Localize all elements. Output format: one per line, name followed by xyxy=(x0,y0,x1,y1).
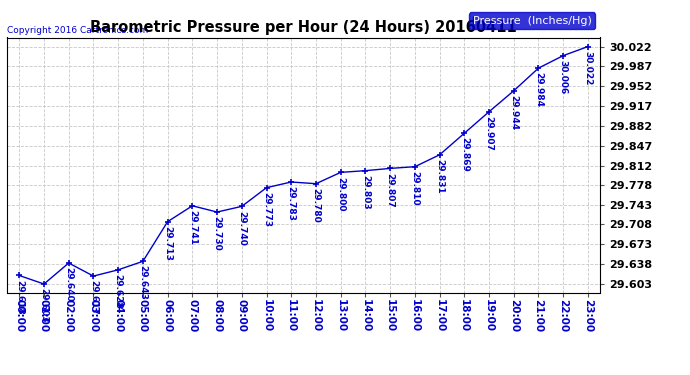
Title: Barometric Pressure per Hour (24 Hours) 20160411: Barometric Pressure per Hour (24 Hours) … xyxy=(90,20,517,35)
Text: 29.800: 29.800 xyxy=(336,177,345,211)
Text: 30.006: 30.006 xyxy=(559,60,568,94)
Text: 29.741: 29.741 xyxy=(188,210,197,245)
Text: 29.831: 29.831 xyxy=(435,159,444,194)
Text: 29.780: 29.780 xyxy=(311,188,320,223)
Text: 29.810: 29.810 xyxy=(411,171,420,206)
Text: 29.807: 29.807 xyxy=(386,172,395,207)
Text: 29.618: 29.618 xyxy=(14,280,23,314)
Text: 29.628: 29.628 xyxy=(114,274,123,309)
Text: 29.944: 29.944 xyxy=(509,95,518,130)
Text: 29.740: 29.740 xyxy=(237,210,246,245)
Text: 29.603: 29.603 xyxy=(39,288,48,323)
Text: Copyright 2016 Cartronics.com: Copyright 2016 Cartronics.com xyxy=(7,26,148,35)
Text: 29.907: 29.907 xyxy=(484,116,493,151)
Text: 29.869: 29.869 xyxy=(460,137,469,172)
Text: 29.984: 29.984 xyxy=(534,72,543,107)
Text: 29.643: 29.643 xyxy=(139,266,148,300)
Text: 29.617: 29.617 xyxy=(89,280,98,315)
Text: 29.730: 29.730 xyxy=(213,216,221,251)
Text: 29.803: 29.803 xyxy=(361,175,370,210)
Text: 30.022: 30.022 xyxy=(584,51,593,85)
Text: 29.713: 29.713 xyxy=(163,226,172,261)
Text: 29.783: 29.783 xyxy=(287,186,296,221)
Text: 29.640: 29.640 xyxy=(64,267,73,302)
Legend: Pressure  (Inches/Hg): Pressure (Inches/Hg) xyxy=(469,12,595,29)
Text: 29.773: 29.773 xyxy=(262,192,271,227)
